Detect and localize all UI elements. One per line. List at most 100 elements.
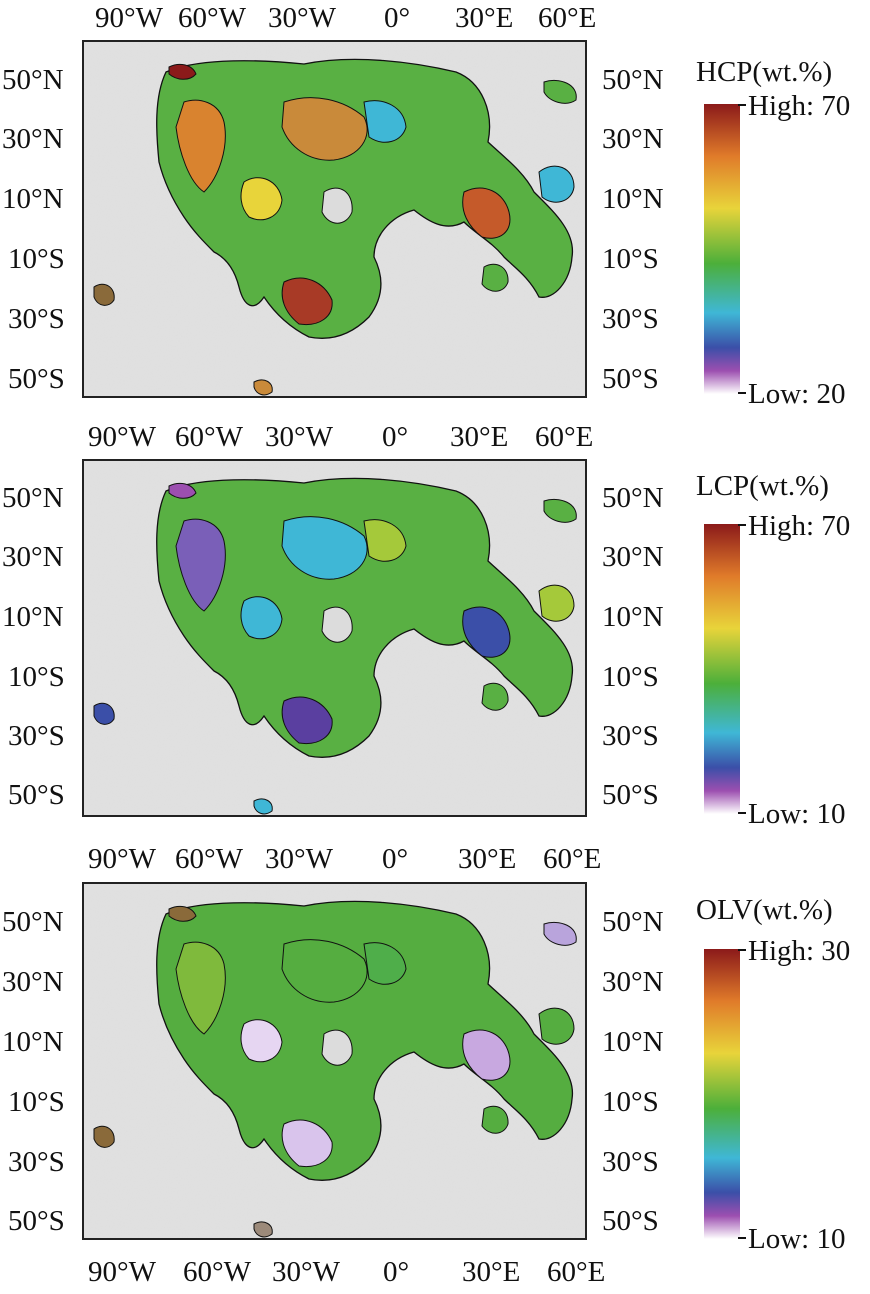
mare-region [253, 379, 273, 396]
lon-label-bottom: 90°W [88, 1256, 156, 1288]
lat-label-left: 50°N [2, 906, 64, 938]
mare-region [156, 900, 574, 1181]
mare-region [240, 1019, 283, 1063]
lat-label-right: 30°S [602, 720, 659, 752]
lon-label-top: 90°W [95, 2, 163, 34]
colorbar-tick-high [738, 524, 746, 526]
mare-region [321, 1029, 353, 1066]
lon-label-bottom: 30°E [462, 1256, 521, 1288]
mare-region [253, 1221, 273, 1238]
mare-region [538, 165, 575, 203]
lon-label-top: 30°E [458, 843, 517, 875]
legend-low-lcp: Low: 10 [748, 798, 846, 830]
lon-label-top: 30°W [268, 2, 336, 34]
lon-label-bottom: 0° [383, 1256, 410, 1288]
mare-region [168, 482, 197, 499]
lat-label-right: 50°S [602, 363, 659, 395]
lat-label-right: 10°N [602, 183, 664, 215]
legend-low-olv: Low: 10 [748, 1223, 846, 1255]
lon-label-top: 30°W [265, 843, 333, 875]
lon-label-top: 90°W [88, 843, 156, 875]
mare-region [462, 1029, 511, 1081]
mare-region [543, 498, 577, 523]
legend-high-lcp: High: 70 [748, 510, 851, 542]
lat-label-right: 10°S [602, 1086, 659, 1118]
map-olv [82, 882, 587, 1240]
legend-high-hcp: High: 70 [748, 90, 851, 122]
colorbar-lcp [704, 524, 740, 814]
lat-label-left: 10°S [8, 243, 65, 275]
legend-high-olv: High: 30 [748, 935, 851, 967]
lat-label-left: 50°N [2, 482, 64, 514]
lat-label-left: 30°S [8, 303, 65, 335]
lon-label-top: 60°W [175, 421, 243, 453]
mare-region [481, 682, 509, 711]
colorbar-hcp [704, 104, 740, 394]
lat-label-left: 30°S [8, 1146, 65, 1178]
lat-label-right: 50°N [602, 906, 664, 938]
mare-region [481, 1105, 509, 1134]
lon-label-top: 0° [382, 421, 409, 453]
mare-region [156, 58, 574, 339]
map-lcp [82, 459, 587, 817]
olv-abundance-map [84, 884, 585, 1238]
lon-label-top: 60°W [175, 843, 243, 875]
mare-region [281, 97, 368, 161]
mare-region [281, 696, 333, 745]
lat-label-right: 50°N [602, 64, 664, 96]
lat-label-left: 30°N [2, 966, 64, 998]
mare-region [93, 1125, 115, 1148]
lon-label-top: 30°E [455, 2, 514, 34]
lcp-abundance-map [84, 461, 585, 815]
lat-label-right: 10°S [602, 243, 659, 275]
lat-label-right: 50°S [602, 1205, 659, 1237]
lat-label-right: 30°N [602, 966, 664, 998]
legend-low-hcp: Low: 20 [748, 378, 846, 410]
hcp-abundance-map [84, 42, 585, 396]
lat-label-right: 50°S [602, 779, 659, 811]
mare-region [462, 187, 511, 239]
lon-label-top: 60°E [543, 843, 602, 875]
map-hcp [82, 40, 587, 398]
colorbar-tick-low [738, 812, 746, 814]
lon-label-top: 30°E [450, 421, 509, 453]
mare-region [175, 518, 226, 612]
mare-region [253, 798, 273, 815]
lat-label-left: 50°N [2, 64, 64, 96]
mare-region [93, 702, 115, 725]
lat-label-right: 30°S [602, 303, 659, 335]
mare-region [538, 1007, 575, 1045]
mare-region [363, 519, 407, 562]
lat-label-left: 50°S [8, 363, 65, 395]
colorbar-tick-low [738, 392, 746, 394]
mare-region [168, 63, 197, 80]
lon-label-top: 0° [384, 2, 411, 34]
mare-region [175, 941, 226, 1035]
lat-label-left: 50°S [8, 1205, 65, 1237]
mare-region [363, 100, 407, 143]
legend-title-hcp: HCP(wt.%) [696, 56, 833, 88]
mare-region [175, 99, 226, 193]
mare-region [321, 187, 353, 224]
colorbar-olv [704, 949, 740, 1239]
lon-label-top: 30°W [265, 421, 333, 453]
mare-region [538, 584, 575, 622]
lat-label-right: 10°S [602, 661, 659, 693]
mare-region [281, 1119, 333, 1168]
lon-label-top: 60°W [178, 2, 246, 34]
lon-label-top: 0° [382, 843, 409, 875]
mare-region [462, 606, 511, 658]
legend-title-olv: OLV(wt.%) [696, 894, 833, 926]
lon-label-bottom: 60°W [183, 1256, 251, 1288]
lat-label-left: 10°S [8, 1086, 65, 1118]
mare-region [281, 516, 368, 580]
lon-label-bottom: 30°W [272, 1256, 340, 1288]
lat-label-left: 10°S [8, 661, 65, 693]
lat-label-left: 10°N [2, 1026, 64, 1058]
lat-label-left: 30°N [2, 123, 64, 155]
mare-region [156, 477, 574, 758]
colorbar-tick-low [738, 1237, 746, 1239]
lon-label-top: 60°E [535, 421, 594, 453]
lon-label-top: 90°W [88, 421, 156, 453]
lat-label-right: 50°N [602, 482, 664, 514]
